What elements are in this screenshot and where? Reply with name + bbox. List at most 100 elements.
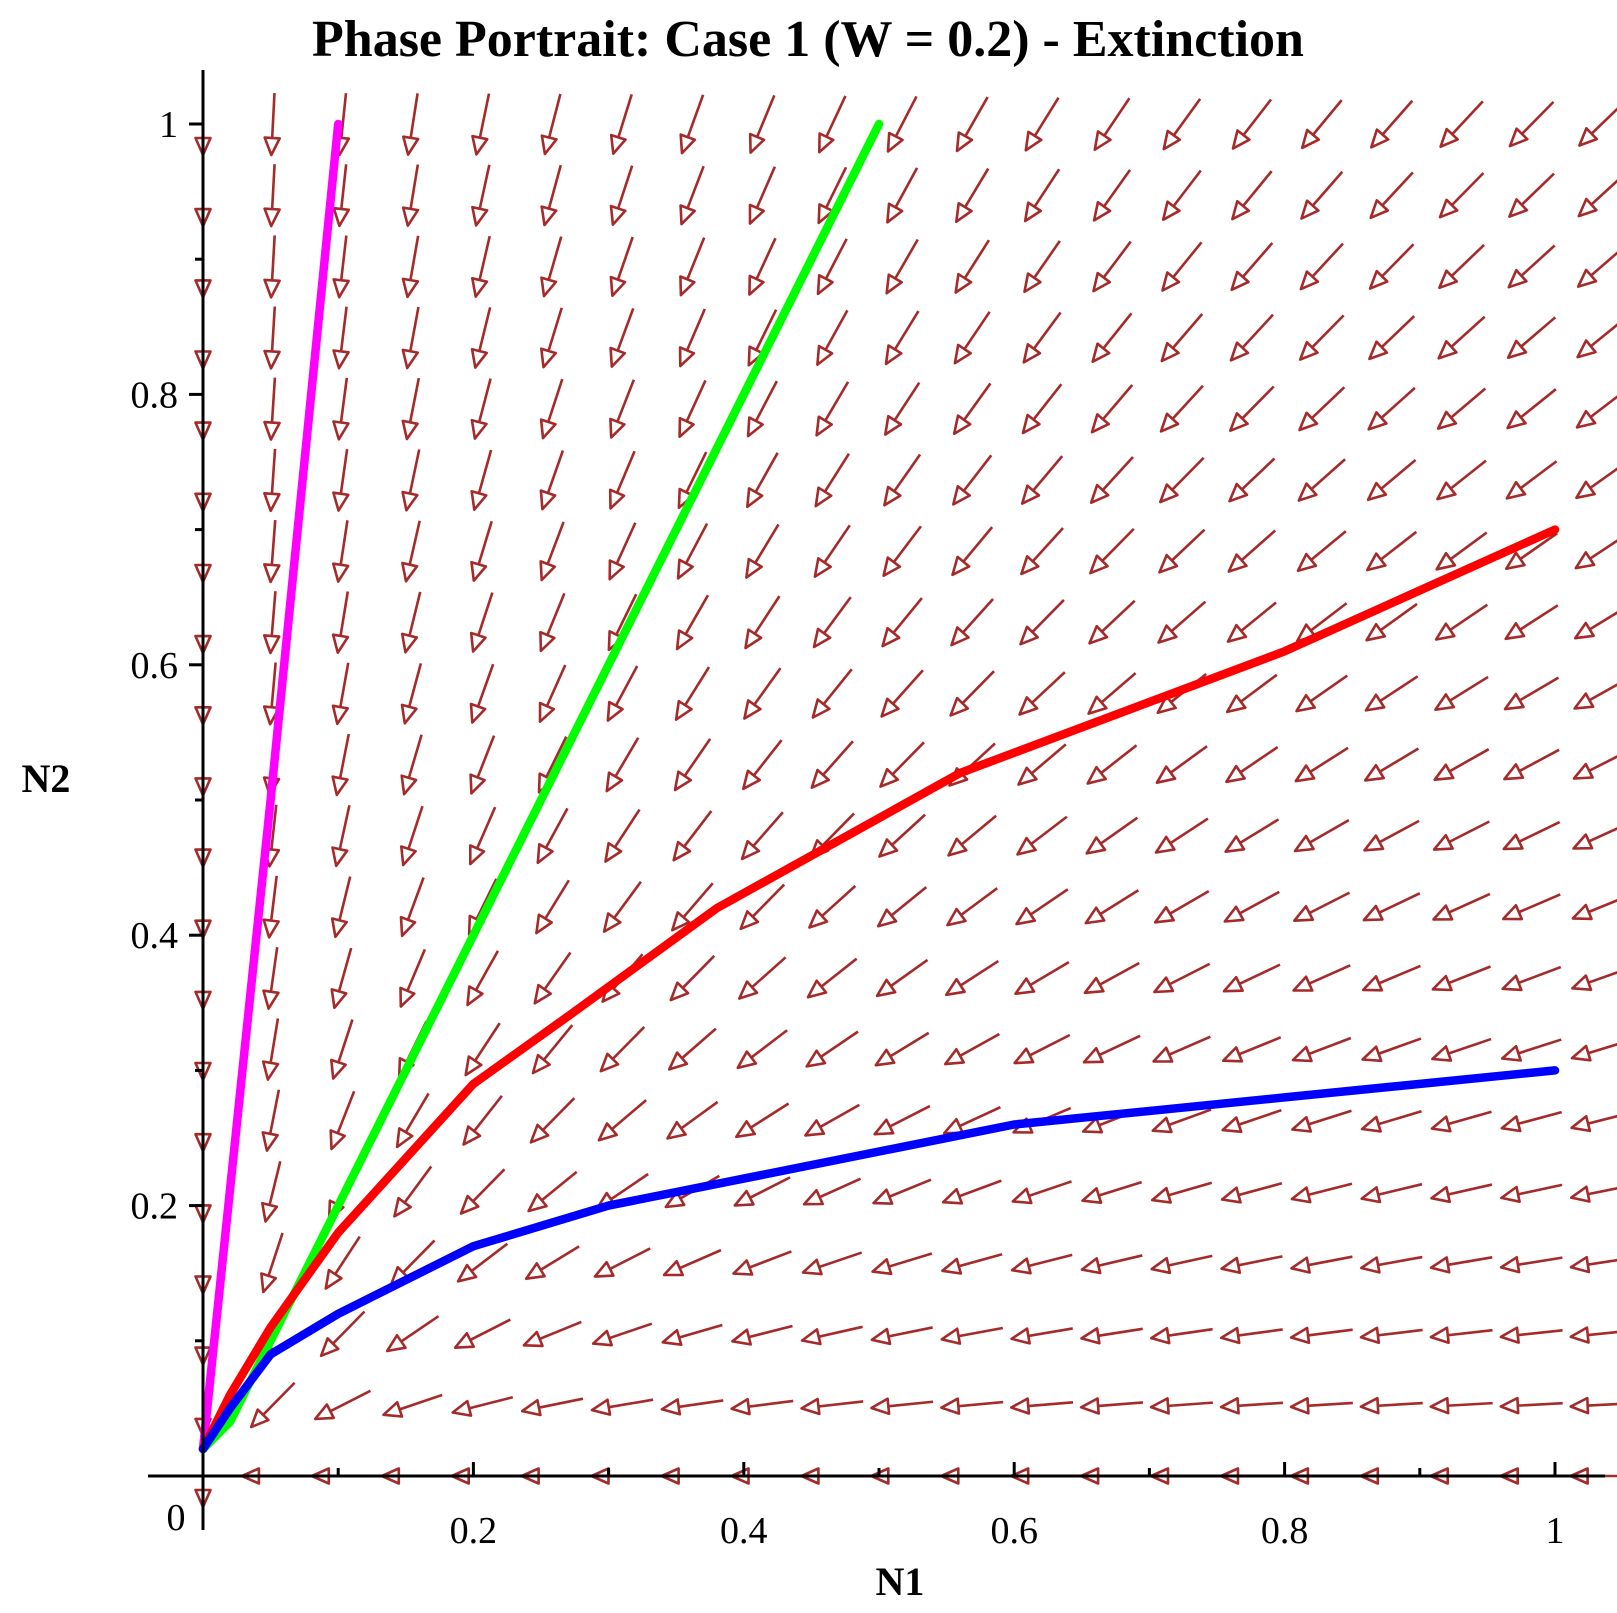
field-arrow bbox=[606, 665, 639, 722]
field-arrow-head bbox=[400, 632, 419, 654]
field-arrow-head bbox=[262, 989, 280, 1010]
field-arrow bbox=[661, 1323, 723, 1346]
field-arrow bbox=[1018, 671, 1066, 716]
field-arrow bbox=[674, 666, 711, 721]
field-arrow-head bbox=[943, 1048, 966, 1066]
field-arrow-head bbox=[401, 135, 420, 156]
field-arrow-head bbox=[883, 485, 902, 507]
field-arrow bbox=[1439, 100, 1484, 148]
field-arrow-head bbox=[1296, 552, 1318, 573]
field-arrow bbox=[1360, 1110, 1422, 1133]
field-arrow-head bbox=[1432, 833, 1454, 851]
field-arrow bbox=[952, 382, 992, 436]
field-arrow-head bbox=[944, 977, 966, 997]
field-arrow bbox=[1151, 1108, 1212, 1134]
field-arrow bbox=[1291, 1036, 1352, 1063]
field-arrow-head bbox=[1436, 481, 1457, 501]
field-arrow-head bbox=[260, 1201, 279, 1223]
field-arrow-head bbox=[745, 557, 763, 579]
field-arrow-head bbox=[609, 275, 627, 298]
field-arrow-head bbox=[804, 1119, 826, 1137]
y-tick-label: 1 bbox=[159, 104, 178, 146]
field-arrow bbox=[1158, 528, 1206, 574]
field-arrow-head bbox=[1227, 553, 1248, 573]
field-arrow bbox=[745, 452, 779, 509]
field-arrow-head bbox=[947, 837, 968, 857]
field-arrow-head bbox=[263, 563, 281, 584]
field-arrow-head bbox=[1086, 765, 1107, 785]
field-arrow-head bbox=[1502, 833, 1524, 851]
chart-title: Phase Portrait: Case 1 (W = 0.2) - Extin… bbox=[312, 11, 1304, 68]
field-arrow-head bbox=[540, 205, 558, 227]
field-arrow-head bbox=[873, 1118, 895, 1136]
trajectory-magenta bbox=[198, 119, 343, 1454]
field-arrow bbox=[470, 449, 493, 512]
field-arrow bbox=[1430, 1183, 1493, 1204]
field-arrow-head bbox=[464, 1055, 483, 1077]
field-arrow-head bbox=[669, 981, 690, 1002]
field-arrow-head bbox=[802, 1189, 825, 1206]
field-arrow bbox=[951, 526, 994, 577]
field-arrow-head bbox=[1505, 551, 1526, 571]
field-arrow-head bbox=[1293, 834, 1315, 853]
field-arrow-head bbox=[812, 627, 832, 649]
field-arrow bbox=[401, 93, 420, 156]
field-arrow-head bbox=[1505, 480, 1527, 500]
field-arrow-head bbox=[1430, 1115, 1452, 1133]
field-arrow bbox=[1162, 98, 1202, 151]
field-arrow-head bbox=[1080, 1257, 1102, 1275]
field-arrow bbox=[399, 805, 424, 867]
field-arrow bbox=[816, 238, 848, 296]
field-arrow bbox=[1432, 892, 1491, 921]
field-arrow-head bbox=[1161, 200, 1181, 221]
field-arrow bbox=[531, 1024, 574, 1075]
field-arrow-head bbox=[399, 986, 416, 1008]
field-arrow-head bbox=[456, 1263, 478, 1283]
field-arrow bbox=[1434, 603, 1489, 641]
field-arrow bbox=[1569, 1396, 1617, 1415]
field-arrow-head bbox=[540, 276, 558, 298]
field-arrow-head bbox=[1506, 339, 1528, 360]
field-arrow-head bbox=[815, 415, 834, 437]
field-arrow-head bbox=[736, 1050, 758, 1070]
field-arrow bbox=[1299, 242, 1344, 291]
field-arrow-head bbox=[800, 1328, 822, 1346]
field-arrow bbox=[660, 1398, 724, 1416]
field-arrow bbox=[1153, 962, 1211, 994]
field-arrow bbox=[539, 307, 563, 369]
field-arrow-head bbox=[1508, 127, 1529, 148]
field-arrow-head bbox=[539, 630, 556, 653]
field-arrow-head bbox=[1294, 764, 1316, 783]
field-arrow-head bbox=[319, 1337, 340, 1358]
field-arrow-head bbox=[1024, 130, 1043, 152]
field-arrow bbox=[1293, 891, 1351, 923]
field-arrow bbox=[1499, 1256, 1563, 1274]
field-arrow-head bbox=[538, 701, 556, 723]
field-arrow-head bbox=[1429, 1396, 1450, 1415]
field-arrow-head bbox=[871, 1258, 893, 1276]
field-arrow bbox=[870, 1326, 933, 1346]
field-arrow-head bbox=[1363, 834, 1385, 852]
field-arrow bbox=[870, 1397, 934, 1416]
field-arrow-head bbox=[1439, 127, 1459, 148]
field-arrow-head bbox=[401, 419, 419, 441]
field-arrow bbox=[1220, 1255, 1283, 1274]
field-arrow-head bbox=[260, 1272, 278, 1294]
field-arrow bbox=[1229, 313, 1274, 362]
field-arrow-head bbox=[1499, 1256, 1521, 1274]
field-arrow bbox=[1009, 1397, 1074, 1415]
field-arrow bbox=[886, 95, 918, 153]
field-arrow-head bbox=[602, 912, 622, 933]
field-arrow bbox=[1080, 1254, 1143, 1275]
field-arrow bbox=[540, 93, 562, 156]
field-arrow bbox=[468, 806, 497, 866]
field-arrow-head bbox=[1367, 411, 1388, 431]
field-arrow bbox=[469, 663, 495, 724]
field-arrow bbox=[731, 1324, 793, 1346]
field-arrow bbox=[400, 591, 422, 654]
field-arrow bbox=[1089, 456, 1134, 505]
field-arrow-head bbox=[1504, 621, 1526, 641]
field-arrow bbox=[804, 1103, 860, 1137]
field-arrow bbox=[469, 735, 496, 795]
